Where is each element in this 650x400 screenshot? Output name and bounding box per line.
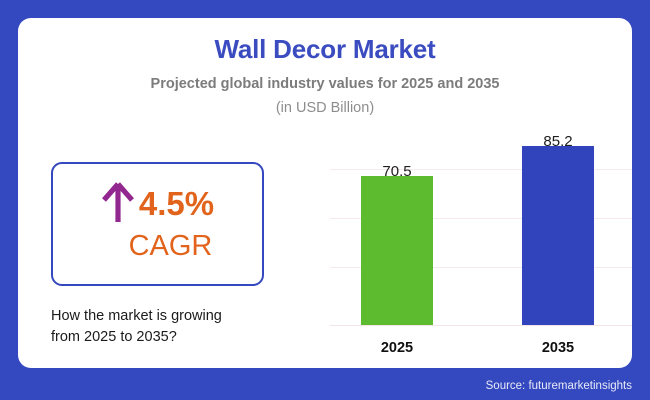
arrow-up-icon — [101, 180, 135, 226]
cagr-callout-box: 4.5% CAGR — [51, 162, 264, 286]
page-title: Wall Decor Market — [214, 34, 436, 64]
bar-chart: 70.5 2025 85.2 2035 — [318, 118, 632, 368]
bar-value-label-2025: 70.5 — [382, 163, 412, 180]
bar-2025[interactable] — [361, 176, 433, 325]
page-subtitle-units: (in USD Billion) — [275, 100, 375, 116]
growth-caption-line2: from 2025 to 2035? — [51, 329, 177, 346]
x-tick-label-2025: 2025 — [380, 340, 414, 356]
gridline — [330, 267, 632, 268]
chart-plot-area: 70.5 2025 85.2 2035 — [330, 128, 632, 356]
content-card: Wall Decor Market Projected global indus… — [18, 18, 632, 368]
gridline — [330, 218, 632, 219]
cagr-label: CAGR — [128, 230, 213, 262]
chart-baseline — [330, 325, 632, 326]
cagr-value-row: 4.5% — [53, 180, 262, 226]
cagr-value: 4.5% — [138, 184, 215, 222]
x-tick-label-2035: 2035 — [541, 340, 575, 356]
growth-caption: How the market is growing from 2025 to 2… — [51, 306, 301, 348]
growth-caption-line1: How the market is growing — [51, 308, 222, 324]
gridline — [330, 169, 632, 170]
page-subtitle: Projected global industry values for 202… — [150, 76, 500, 92]
bar-value-label-2035: 85.2 — [543, 133, 573, 150]
source-attribution: Source: futuremarketinsights — [485, 380, 632, 392]
bar-2035[interactable] — [522, 146, 594, 325]
